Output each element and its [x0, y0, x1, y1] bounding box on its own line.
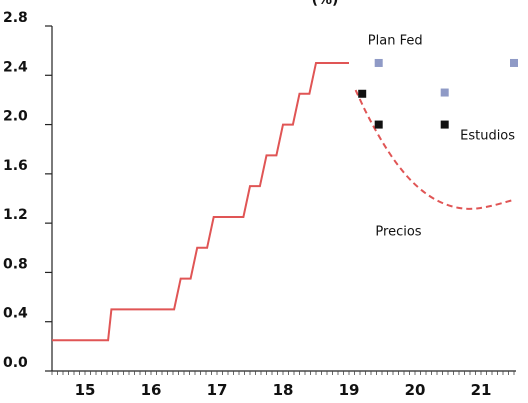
- y-tick-label: 0.8: [3, 256, 28, 272]
- series-line-fed-rate: [52, 61, 349, 342]
- y-tick-label: 1.2: [3, 207, 28, 223]
- x-tick-label: 18: [273, 381, 294, 399]
- x-tick-label: 21: [471, 381, 492, 399]
- annotation-layer: Plan Fed Estudios Precios: [368, 33, 515, 239]
- plan-fed-marker: [374, 58, 383, 67]
- x-tick-label: 15: [75, 381, 96, 399]
- estudios-marker: [440, 120, 449, 129]
- series-layer: [52, 58, 518, 342]
- plan-fed-marker: [440, 88, 449, 97]
- estudios-marker: [374, 120, 383, 129]
- y-tick-label: 1.6: [3, 158, 28, 174]
- x-tick-label: 16: [141, 381, 162, 399]
- annotation-label: Precios: [375, 224, 421, 239]
- y-tick-label: 2.4: [3, 59, 28, 75]
- x-tick-label: 19: [339, 381, 360, 399]
- axes: 0.0 0.4 0.8 1.2 1.6 2.0 2.4 2.8 15 16 17 18 19 20 21: [3, 10, 516, 399]
- y-tick-label: 2.0: [3, 109, 28, 125]
- series-line-precios: [354, 89, 515, 210]
- annotation-label: Estudios: [460, 128, 515, 143]
- y-tick-label: 0.0: [3, 355, 28, 371]
- estudios-marker: [358, 89, 367, 98]
- x-tick-label: 20: [405, 381, 426, 399]
- y-tick-label: 0.4: [3, 306, 28, 322]
- annotation-label: Plan Fed: [368, 33, 423, 48]
- chart-title: (%): [312, 0, 339, 8]
- x-tick-label: 17: [207, 381, 228, 399]
- y-tick-label: 2.8: [3, 10, 28, 26]
- plan-fed-marker: [510, 58, 518, 67]
